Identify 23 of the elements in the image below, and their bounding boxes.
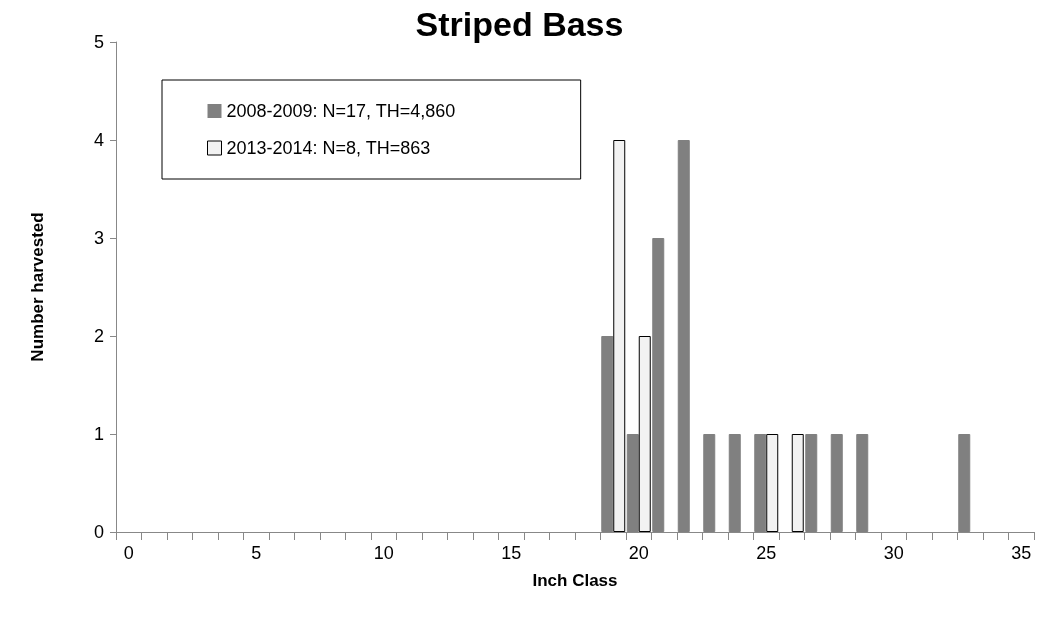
x-tick-label: 35 (1011, 543, 1032, 563)
y-tick-label: 5 (93, 32, 104, 52)
legend-label: 2013-2014: N=8, TH=863 (226, 138, 431, 158)
bar (766, 434, 779, 532)
x-tick-label: 30 (883, 543, 904, 563)
bar (638, 336, 651, 532)
y-tick-label: 4 (93, 130, 104, 150)
x-tick-label: 15 (501, 543, 522, 563)
bar (791, 434, 804, 532)
x-tick-label: 0 (123, 543, 134, 563)
x-tick-label: 25 (756, 543, 777, 563)
y-tick-label: 2 (93, 326, 104, 346)
chart-title: Striped Bass (415, 5, 624, 43)
x-axis-title: Inch Class (532, 571, 618, 590)
legend-label: 2008-2009: N=17, TH=4,860 (226, 101, 456, 121)
x-tick-label: 20 (628, 543, 649, 563)
y-tick-label: 0 (93, 522, 104, 542)
y-tick-label: 1 (93, 424, 104, 444)
x-tick-label: 10 (373, 543, 394, 563)
y-tick-label: 3 (93, 228, 104, 248)
y-axis-title: Number harvested (28, 212, 47, 362)
bar (613, 140, 626, 532)
x-tick-label: 5 (251, 543, 262, 563)
